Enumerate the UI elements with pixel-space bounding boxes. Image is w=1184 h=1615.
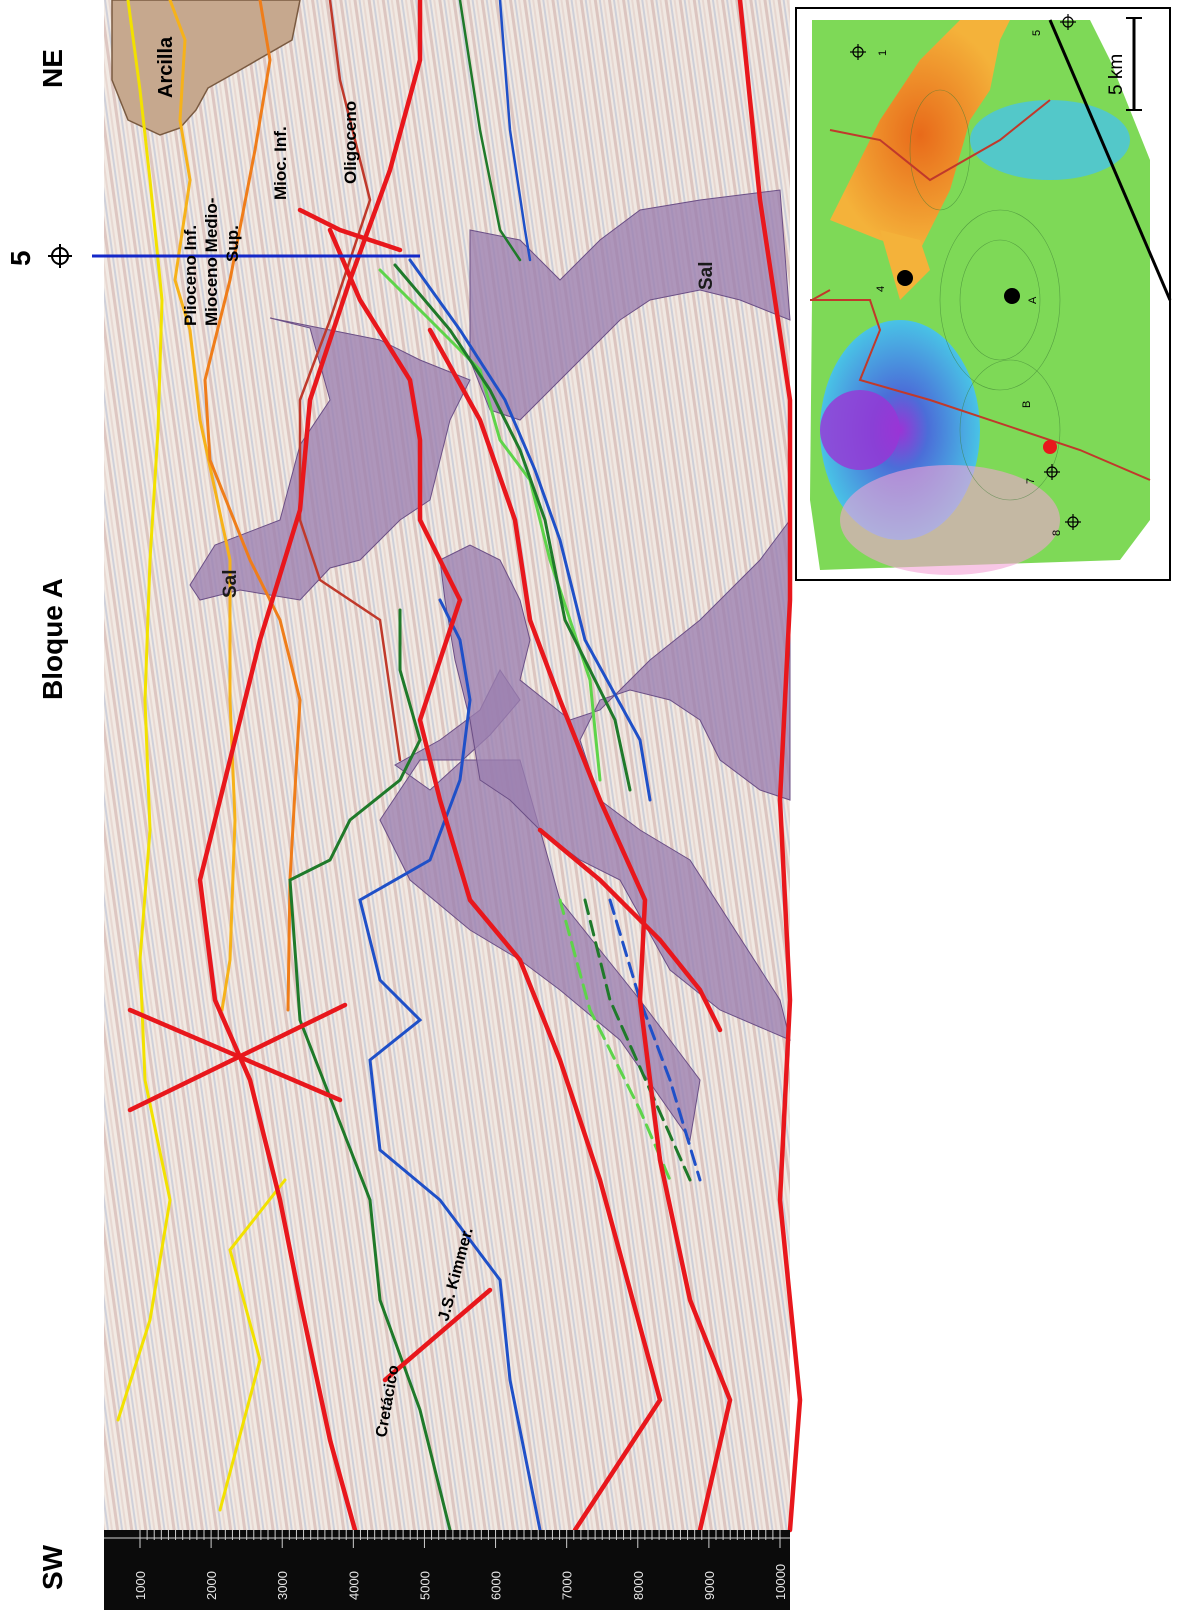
horizon-pliocene [116, 0, 172, 1422]
map-well-a: A [1027, 296, 1039, 304]
map-well-1: 1 [877, 50, 889, 56]
horizon-oligocene [298, 0, 402, 762]
clay-body [111, 0, 301, 136]
label-plioceno: Plioceno Inf. [181, 225, 200, 326]
label-block: Bloque A [37, 578, 68, 700]
horizon-pliocene-sw [218, 1178, 287, 1512]
depth-tick-label: 1000 [133, 1571, 148, 1600]
fault-main [197, 0, 423, 1533]
fault-deep [327, 227, 663, 1533]
label-mioc-inf: Mioc. Inf. [271, 126, 290, 200]
horizon-cretaceous [288, 608, 452, 1532]
label-oligoceno: Oligoceno [341, 101, 360, 184]
depth-tick-label: 10000 [773, 1564, 788, 1600]
fault-basal [737, 0, 803, 1533]
fault-sw-2 [127, 1002, 348, 1113]
depth-tick-label: 8000 [631, 1571, 646, 1600]
label-mioceno-medio: Mioceno Medio- [202, 198, 221, 326]
label-mioceno-medio-sup: Sup. [223, 225, 242, 262]
map-well-8: 8 [1051, 530, 1063, 536]
map-well-5: 5 [1031, 30, 1043, 36]
fault-deep-2 [427, 327, 733, 1533]
label-sw: SW [37, 1544, 68, 1590]
label-sal-ne: Sal [696, 261, 717, 290]
horizon-mioceno-medio [173, 178, 237, 1012]
fault-listric [537, 827, 723, 1033]
map-well-4: 4 [875, 286, 887, 292]
depth-ticks: 1000 2000 3000 4000 5000 6000 7000 8000 9000 1000… [133, 1530, 788, 1600]
depth-tick-label: 4000 [346, 1571, 361, 1600]
fault-sw-1 [127, 1007, 343, 1103]
section-line [1048, 19, 1172, 301]
depth-tick-label: 9000 [702, 1571, 717, 1600]
label-ne: NE [37, 49, 68, 88]
map-inset [795, 7, 1172, 581]
map-scale-label: 5 km [1106, 54, 1127, 95]
horizon-mioceno-inferior [203, 0, 302, 1012]
faults [127, 0, 803, 1533]
well-4-marker [897, 270, 913, 286]
label-arcilla: Arcilla [155, 36, 177, 98]
depth-scale: 1000 2000 3000 4000 5000 6000 7000 8000 9000 1000… [104, 1530, 790, 1610]
depth-tick-label: 6000 [489, 1571, 504, 1600]
horizons [116, 0, 702, 1532]
depth-tick-label: 2000 [204, 1571, 219, 1600]
label-well-5: 5 [5, 250, 36, 266]
well-a-marker [1004, 288, 1020, 304]
well-b-marker [1043, 440, 1057, 454]
depth-tick-label: 7000 [560, 1571, 575, 1600]
label-sal-upper: Sal [220, 569, 241, 598]
map-well-7: 7 [1025, 478, 1037, 484]
seismic-section [92, 0, 803, 1533]
depth-tick-label: 5000 [417, 1571, 432, 1600]
map-well-b: B [1021, 401, 1033, 408]
fault-ne [297, 207, 403, 253]
salt-body-upper [189, 317, 471, 601]
fault-sw-3 [382, 1287, 493, 1383]
horizon-js-kimmer [358, 598, 542, 1532]
depth-tick-label: 3000 [275, 1571, 290, 1600]
salt-body-ne [469, 189, 791, 421]
well-5-symbol [48, 244, 72, 268]
